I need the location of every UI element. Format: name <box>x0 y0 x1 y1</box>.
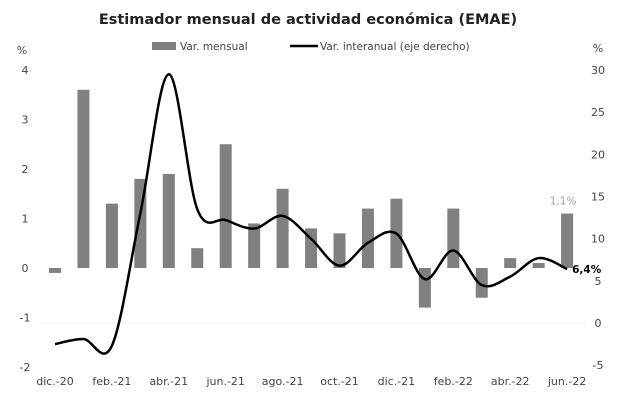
bar-sep.-21 <box>305 228 318 268</box>
left-tick-label: 2 <box>22 163 29 176</box>
left-axis-unit: % <box>17 44 27 57</box>
legend-label-mensual: Var. mensual <box>180 41 248 53</box>
left-tick-label: 3 <box>22 114 29 127</box>
x-tick-label: dic.-20 <box>36 375 74 388</box>
right-tick-label: 15 <box>591 191 605 204</box>
bar-may.-22 <box>532 263 545 268</box>
chart-title: Estimador mensual de actividad económica… <box>99 12 517 28</box>
bar-jun.-22 <box>561 213 574 268</box>
right-tick-label: 10 <box>591 233 605 246</box>
legend-bar-swatch <box>152 42 176 50</box>
legend-label-interanual: Var. interanual (eje derecho) <box>320 41 470 53</box>
bar-abr.-22 <box>504 258 517 268</box>
right-tick-label: 30 <box>591 64 605 77</box>
bar-jul.-21 <box>248 223 261 268</box>
left-tick-label: 1 <box>22 213 29 226</box>
right-tick-label: 5 <box>595 275 602 288</box>
bar-ago.-21 <box>276 188 289 268</box>
bar-oct.-21 <box>333 233 346 268</box>
bar-mar.-22 <box>475 268 488 298</box>
x-tick-label: jun.-21 <box>205 375 244 388</box>
bar-data-label: 1,1% <box>550 196 577 208</box>
x-tick-label: jun.-22 <box>547 375 586 388</box>
left-tick-label: 4 <box>22 64 29 77</box>
left-tick-label: -1 <box>20 312 31 325</box>
left-tick-label: 0 <box>22 262 29 275</box>
legend: Var. mensual Var. interanual (eje derech… <box>152 41 470 53</box>
right-axis-unit: % <box>593 42 603 55</box>
bar-nov.-21 <box>361 208 374 268</box>
bar-feb.-21 <box>105 203 118 268</box>
right-tick-label: 0 <box>595 317 602 330</box>
left-tick-label: -2 <box>20 361 31 374</box>
right-tick-label: 25 <box>591 106 605 119</box>
bar-jun.-21 <box>219 144 232 268</box>
bar-abr.-21 <box>162 173 175 268</box>
line-data-label: 6,4% <box>572 264 602 276</box>
bar-dic.-20 <box>49 268 61 273</box>
right-tick-label: 20 <box>591 148 605 161</box>
x-tick-label: abr.-21 <box>149 375 188 388</box>
x-tick-label: feb.-21 <box>92 375 131 388</box>
x-tick-label: feb.-22 <box>434 375 473 388</box>
bar-ene.-21 <box>77 89 90 268</box>
x-tick-label: ago.-21 <box>262 375 304 388</box>
x-tick-label: dic.-21 <box>378 375 416 388</box>
interanual-line <box>54 72 568 355</box>
x-tick-label: abr.-22 <box>491 375 530 388</box>
right-tick-label: -5 <box>593 359 604 372</box>
bar-feb.-22 <box>447 208 460 268</box>
bar-may.-21 <box>191 248 204 268</box>
x-tick-label: oct.-21 <box>320 375 359 388</box>
